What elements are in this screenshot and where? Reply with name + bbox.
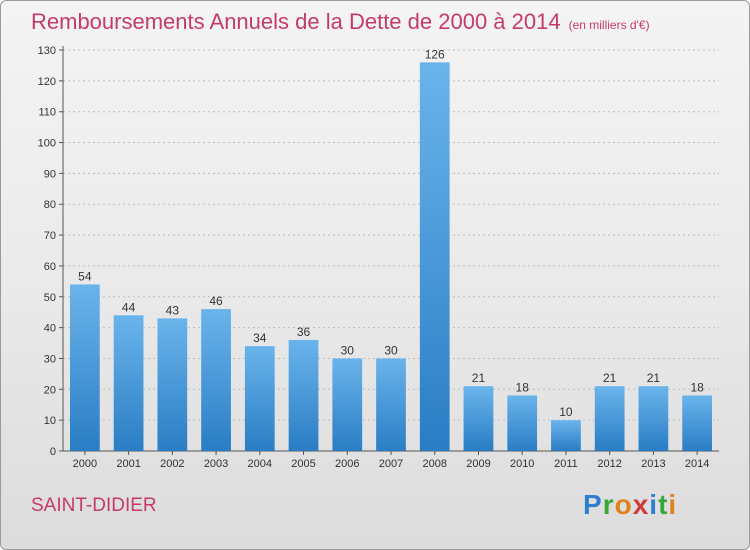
x-tick-label-2009: 2009 bbox=[466, 458, 490, 470]
bar-2012 bbox=[594, 386, 625, 451]
city-name: SAINT-DIDIER bbox=[31, 495, 157, 516]
bar-2004 bbox=[244, 346, 275, 451]
data-label-2010: 18 bbox=[516, 380, 530, 394]
y-tick-label: 70 bbox=[44, 230, 56, 242]
y-tick-label: 40 bbox=[44, 323, 56, 335]
proxiti-logo-letter: t bbox=[658, 489, 669, 520]
data-label-2003: 46 bbox=[209, 294, 223, 308]
x-tick-label-2006: 2006 bbox=[335, 458, 359, 470]
y-tick-label: 80 bbox=[44, 199, 56, 211]
bar-2000 bbox=[69, 284, 100, 451]
data-label-2009: 21 bbox=[472, 371, 486, 385]
x-tick-label-2003: 2003 bbox=[204, 458, 228, 470]
bar-2013 bbox=[638, 386, 669, 451]
bars bbox=[69, 62, 713, 451]
bar-2014 bbox=[682, 395, 713, 451]
proxiti-logo-letter: x bbox=[632, 489, 650, 520]
bar-2010 bbox=[507, 395, 538, 451]
y-tick-label: 130 bbox=[38, 45, 56, 57]
y-tick-label: 20 bbox=[44, 384, 56, 396]
data-label-2011: 10 bbox=[559, 405, 573, 419]
data-label-2005: 36 bbox=[297, 325, 311, 339]
data-labels: 54 44 43 46 34 36 30 30 126 21 18 10 21 21 18 bbox=[78, 47, 704, 419]
bar-2006 bbox=[332, 358, 363, 451]
x-tick-label-2005: 2005 bbox=[291, 458, 315, 470]
data-label-2001: 44 bbox=[122, 300, 136, 314]
x-tick-label-2004: 2004 bbox=[248, 458, 272, 470]
y-tick-label: 100 bbox=[38, 138, 56, 150]
y-tick-label: 120 bbox=[38, 76, 56, 88]
data-label-2012: 21 bbox=[603, 371, 617, 385]
chart-title: Remboursements Annuels de la Dette de 20… bbox=[31, 9, 650, 35]
data-label-2000: 54 bbox=[78, 269, 92, 283]
proxiti-logo-letter: o bbox=[614, 489, 633, 520]
x-tick-label-2010: 2010 bbox=[510, 458, 534, 470]
bar-2008 bbox=[419, 62, 450, 451]
y-tick-label: 10 bbox=[44, 415, 56, 427]
x-tick-label-2007: 2007 bbox=[379, 458, 403, 470]
y-tick-label: 0 bbox=[50, 446, 56, 458]
x-tick-label-2014: 2014 bbox=[685, 458, 709, 470]
x-tick-label-2012: 2012 bbox=[597, 458, 621, 470]
proxiti-logo: Proxiti bbox=[583, 489, 677, 521]
bar-2011 bbox=[551, 420, 581, 451]
x-tick-label-2001: 2001 bbox=[116, 458, 140, 470]
x-tick-label-2011: 2011 bbox=[554, 458, 578, 470]
data-label-2004: 34 bbox=[253, 331, 267, 345]
bar-2003 bbox=[201, 309, 231, 451]
x-tick-label-2002: 2002 bbox=[160, 458, 184, 470]
chart-unit: (en milliers d'€) bbox=[568, 18, 650, 32]
y-tick-label: 30 bbox=[44, 353, 56, 365]
bar-2009 bbox=[463, 386, 494, 451]
bar-2005 bbox=[288, 339, 319, 451]
data-label-2002: 43 bbox=[166, 303, 180, 317]
data-label-2014: 18 bbox=[690, 380, 704, 394]
data-label-2008: 126 bbox=[425, 47, 445, 61]
bar-2007 bbox=[376, 358, 406, 451]
proxiti-logo-letter: r bbox=[602, 489, 615, 520]
x-tick-label-2008: 2008 bbox=[422, 458, 446, 470]
y-tick-label: 90 bbox=[44, 168, 56, 180]
x-tick-label-2000: 2000 bbox=[73, 458, 97, 470]
proxiti-logo-letter: i bbox=[649, 489, 659, 520]
proxiti-logo-letter: P bbox=[583, 489, 603, 520]
y-tick-label: 50 bbox=[44, 292, 56, 304]
bar-2001 bbox=[113, 315, 144, 451]
y-tick-label: 60 bbox=[44, 261, 56, 273]
y-tick-label: 110 bbox=[38, 107, 56, 119]
x-tick-label-2013: 2013 bbox=[641, 458, 665, 470]
bar-2002 bbox=[157, 318, 188, 451]
data-label-2013: 21 bbox=[647, 371, 661, 385]
data-label-2006: 30 bbox=[341, 343, 355, 357]
proxiti-logo-letter: i bbox=[668, 489, 678, 520]
chart-title-main: Remboursements Annuels de la Dette de 20… bbox=[31, 9, 561, 34]
data-label-2007: 30 bbox=[384, 343, 398, 357]
